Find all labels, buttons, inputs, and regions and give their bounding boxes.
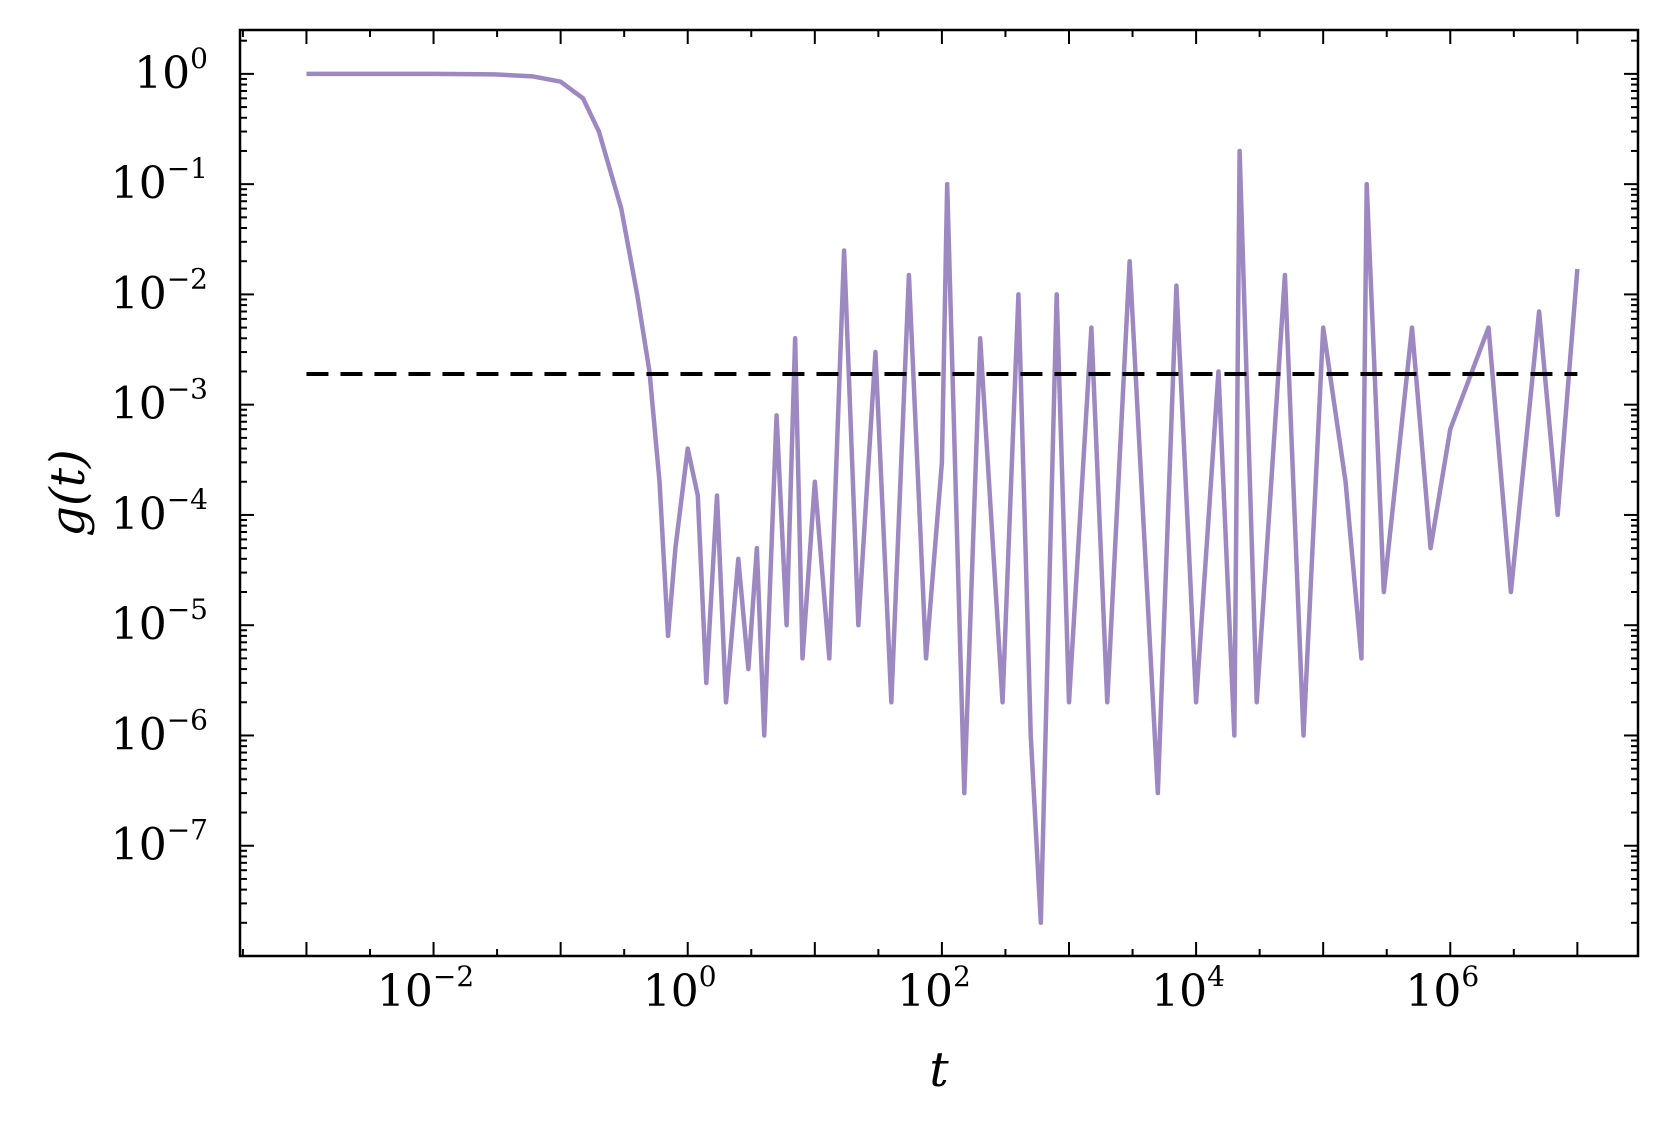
x-tick-label: 100 — [643, 960, 717, 1017]
x-tick-label: 102 — [897, 960, 971, 1017]
y-tick-label: 100 — [134, 42, 208, 99]
ticks-layer — [240, 30, 1638, 957]
x-axis-label: t — [929, 1042, 949, 1098]
y-axis-label: g(t) — [40, 449, 96, 536]
series-layer — [306, 71, 1580, 926]
y-tick-label: 10−3 — [111, 373, 208, 430]
y-tick-label: 10−2 — [111, 262, 208, 319]
x-tick-label: 106 — [1405, 960, 1479, 1017]
y-tick-labels: 100 10−1 10−2 10−3 10−4 10−5 10−6 10−7 — [111, 42, 208, 871]
y-tick-label: 10−5 — [111, 593, 208, 650]
y-tick-label: 10−4 — [111, 483, 208, 540]
x-tick-label: 104 — [1151, 960, 1225, 1017]
y-tick-label: 10−1 — [111, 152, 208, 209]
x-tick-labels: 10−2 100 102 104 106 — [377, 960, 1479, 1017]
y-tick-label: 10−6 — [111, 703, 208, 760]
x-tick-label: 10−2 — [377, 960, 474, 1017]
y-tick-label: 10−7 — [111, 814, 208, 871]
g-t-series-line — [306, 71, 1580, 926]
plot-frame — [238, 28, 1640, 958]
